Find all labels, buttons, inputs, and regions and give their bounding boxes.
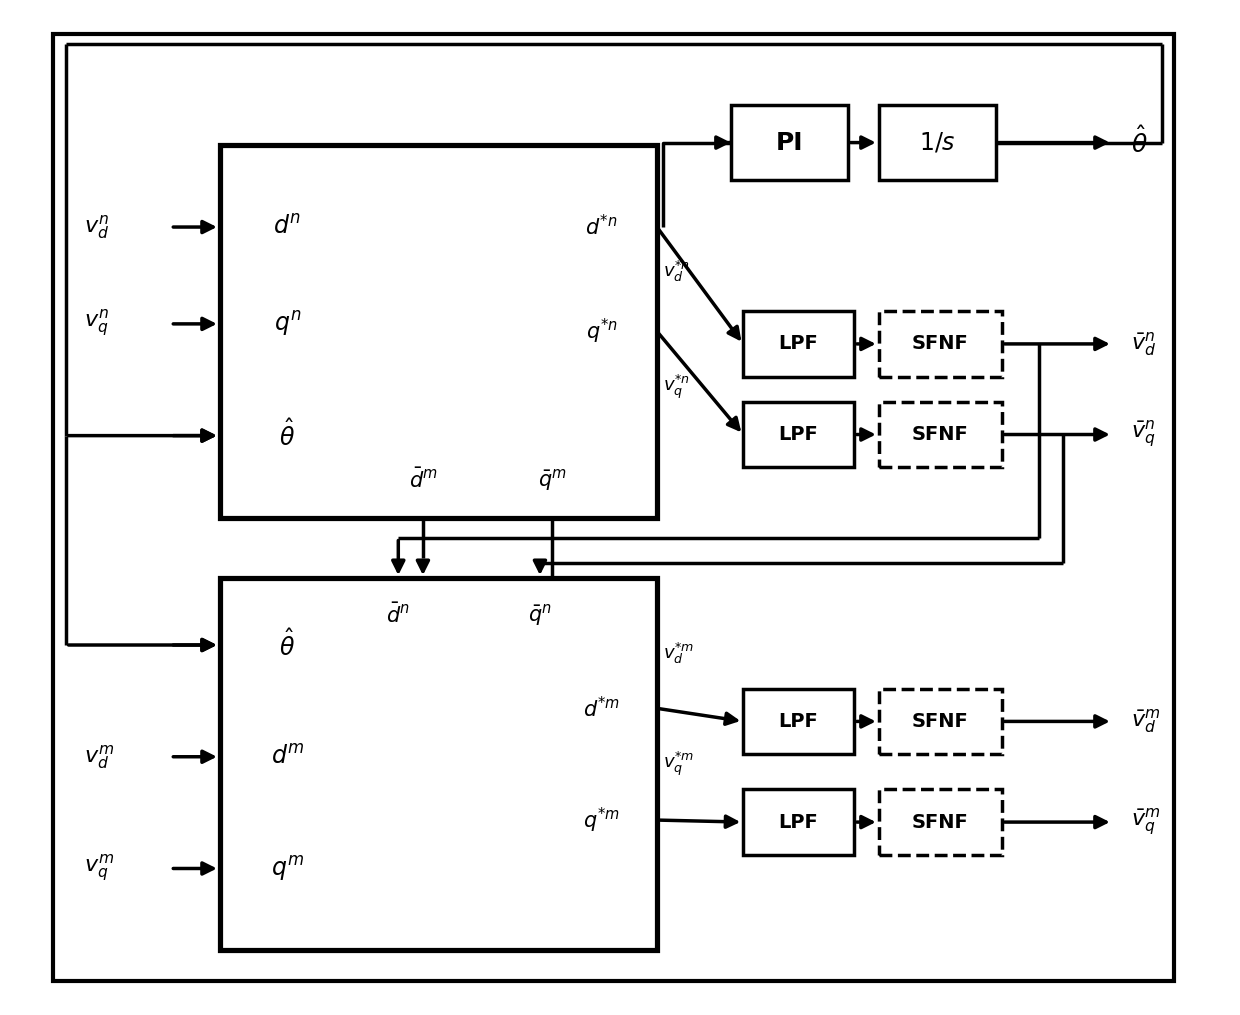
FancyBboxPatch shape [53, 35, 1174, 980]
FancyBboxPatch shape [879, 312, 1002, 377]
Text: LPF: LPF [779, 425, 818, 444]
Text: $v_d^{*n}$: $v_d^{*n}$ [663, 259, 689, 283]
FancyBboxPatch shape [879, 790, 1002, 855]
Text: $\bar{q}^n$: $\bar{q}^n$ [528, 602, 552, 628]
Text: $d^{*n}$: $d^{*n}$ [585, 214, 618, 240]
Text: $\bar{d}^m$: $\bar{d}^m$ [408, 468, 438, 492]
FancyBboxPatch shape [879, 105, 996, 181]
Text: SFNF: SFNF [911, 425, 968, 444]
Text: $d^{*m}$: $d^{*m}$ [583, 695, 620, 721]
FancyBboxPatch shape [743, 402, 854, 467]
Text: $q^{*n}$: $q^{*n}$ [585, 317, 618, 346]
Text: $v_q^{*n}$: $v_q^{*n}$ [663, 373, 689, 401]
FancyBboxPatch shape [743, 689, 854, 754]
Text: $d^m$: $d^m$ [270, 745, 304, 768]
FancyBboxPatch shape [879, 402, 1002, 467]
Text: $\bar{v}_q^m$: $\bar{v}_q^m$ [1131, 807, 1161, 837]
Text: $1/s$: $1/s$ [919, 131, 956, 154]
Text: $\hat{\theta}$: $\hat{\theta}$ [279, 629, 295, 661]
Text: $\bar{v}_d^m$: $\bar{v}_d^m$ [1131, 707, 1161, 736]
Text: $d^n$: $d^n$ [273, 215, 301, 240]
Text: $\hat{\theta}$: $\hat{\theta}$ [279, 420, 295, 452]
Text: $\bar{q}^m$: $\bar{q}^m$ [538, 467, 567, 493]
Text: LPF: LPF [779, 813, 818, 831]
FancyBboxPatch shape [730, 105, 848, 181]
Text: $\hat{\theta}$: $\hat{\theta}$ [1131, 127, 1148, 158]
Text: $\bar{d}^n$: $\bar{d}^n$ [387, 603, 410, 627]
Text: $q^{*m}$: $q^{*m}$ [583, 806, 620, 834]
Text: SFNF: SFNF [911, 712, 968, 731]
FancyBboxPatch shape [219, 145, 657, 518]
Text: $v_d^n$: $v_d^n$ [84, 213, 109, 241]
Text: $v_q^{*m}$: $v_q^{*m}$ [663, 750, 694, 779]
Text: $v_d^{*m}$: $v_d^{*m}$ [663, 640, 694, 666]
Text: LPF: LPF [779, 712, 818, 731]
Text: SFNF: SFNF [911, 334, 968, 353]
Text: $q^m$: $q^m$ [270, 854, 304, 883]
Text: PI: PI [775, 131, 804, 154]
FancyBboxPatch shape [219, 578, 657, 950]
Text: $v_q^n$: $v_q^n$ [84, 309, 109, 339]
Text: LPF: LPF [779, 334, 818, 353]
FancyBboxPatch shape [879, 689, 1002, 754]
Text: $q^n$: $q^n$ [274, 310, 301, 338]
Text: $v_d^m$: $v_d^m$ [84, 743, 114, 770]
Text: $\bar{v}_q^n$: $\bar{v}_q^n$ [1131, 419, 1156, 450]
FancyBboxPatch shape [743, 312, 854, 377]
FancyBboxPatch shape [743, 790, 854, 855]
Text: $\bar{v}_d^n$: $\bar{v}_d^n$ [1131, 330, 1157, 358]
Text: SFNF: SFNF [911, 813, 968, 831]
Text: $v_q^m$: $v_q^m$ [84, 853, 114, 884]
